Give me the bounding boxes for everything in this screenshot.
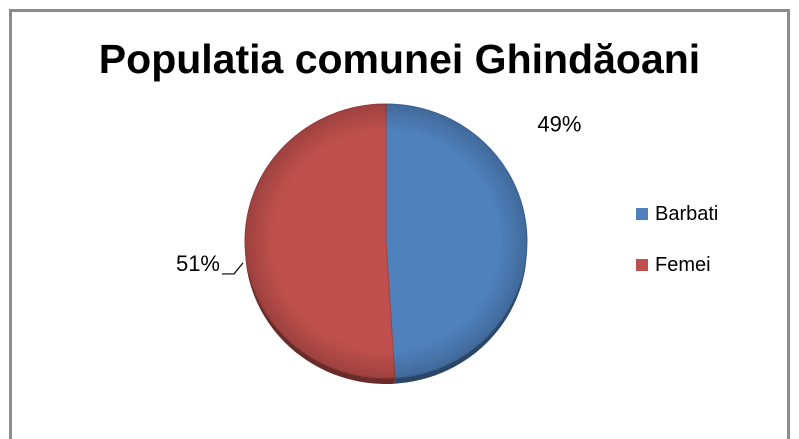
pie-labels: 49% 51% bbox=[176, 111, 582, 276]
chart-title: Populatia comunei Ghindăoani bbox=[98, 36, 701, 82]
legend-item-barbati: Barbati bbox=[636, 200, 718, 228]
pie-shade bbox=[245, 104, 527, 378]
data-label-barbati: 49% bbox=[537, 111, 581, 136]
legend-swatch-barbati bbox=[636, 208, 648, 220]
data-label-femei: 51% bbox=[176, 251, 220, 276]
legend-item-femei: Femei bbox=[636, 251, 718, 279]
legend-label-barbati: Barbati bbox=[655, 202, 719, 225]
legend: Barbati Femei bbox=[636, 200, 718, 302]
legend-swatch-femei bbox=[636, 259, 648, 271]
legend-label-femei: Femei bbox=[655, 253, 711, 276]
leader-line-femei bbox=[222, 262, 244, 275]
